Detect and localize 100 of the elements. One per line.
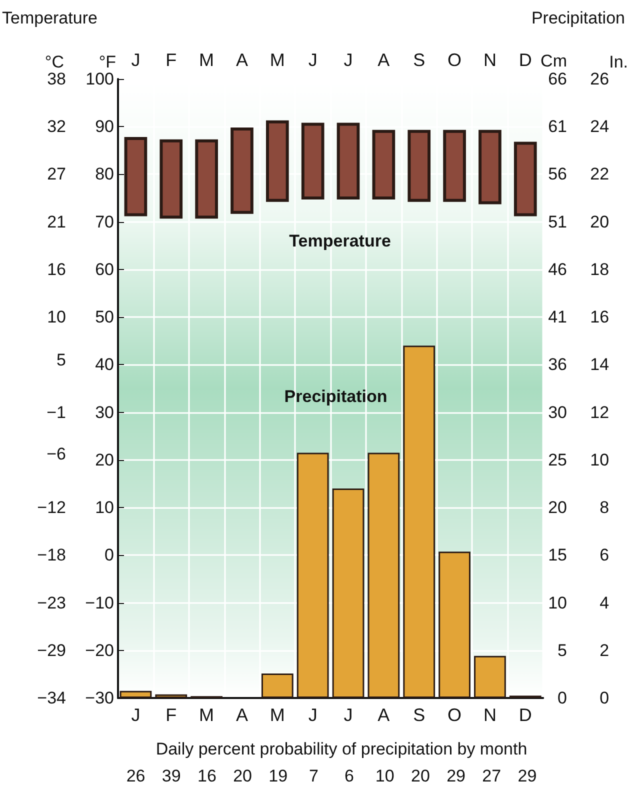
category-label: M [270,50,285,70]
text: 20 [233,766,252,786]
y-tick-label: 60 [95,260,114,279]
x-tick-label: D [518,705,532,725]
y2-tick-label: 8 [600,498,610,518]
y2-tick-label: 4 [600,593,610,612]
y3-tick-label: 10 [47,308,66,327]
y2-tick-label: 0 [600,688,610,708]
bar [336,122,360,200]
y-tick-label: −30 [85,688,114,708]
bar [438,552,470,698]
bar [195,139,218,219]
bar [408,130,431,202]
bar [296,452,329,698]
y2-tick-label: 24 [590,117,610,136]
y2-tick-label: 10 [590,450,610,470]
y3-tick-label: −23 [37,593,66,612]
y3-axis-title: °C [44,52,64,72]
y3-tick-label: 5 [56,350,66,370]
y-axis-title: °F [98,52,116,72]
y3-tick-label: 16 [47,260,66,279]
y-tick-label: 70 [95,212,114,232]
x-tick-label: J [344,705,353,725]
bar [478,130,502,204]
bar [301,122,324,200]
text: 20 [410,766,430,786]
bar [266,120,289,202]
bar [155,694,188,698]
x-tick-label: S [413,705,426,725]
y2-tick-label: 26 [590,70,610,88]
text: Cm [540,52,567,70]
text: 0 [558,688,567,708]
x-tick-label: O [448,705,462,725]
y-tick-label: 10 [95,498,114,518]
y2-tick-label: 22 [590,164,610,184]
category-label: J [131,50,140,70]
text: 66 [548,70,567,88]
bar [160,139,183,219]
bar [372,130,396,200]
x-tick-label: M [270,705,285,725]
bar [230,127,254,214]
category-label: A [236,50,248,70]
text: 39 [162,766,181,786]
category-label: O [448,50,462,70]
y2-tick-label: 18 [590,260,610,279]
text: 19 [268,766,288,786]
bar [474,656,506,698]
bar [332,488,364,698]
text: 16 [197,766,216,786]
y2-tick-label: 2 [600,640,610,660]
y-tick-label: −20 [85,640,114,660]
category-label: S [413,50,426,70]
text: 46 [548,260,567,279]
bar [514,142,537,216]
y-tick-label: 0 [104,546,114,565]
category-label: M [199,50,214,70]
y3-tick-label: −18 [37,546,66,565]
x-tick-label: F [166,705,177,725]
text: 41 [548,308,567,327]
text: Precipitation [531,8,625,28]
text: 20 [548,498,567,518]
category-label: J [308,50,318,70]
bar [443,130,466,202]
text: 5 [558,640,567,660]
text: 26 [126,766,146,786]
text: 29 [518,766,537,786]
category-label: J [344,50,353,70]
x-tick-label: J [131,705,140,725]
text: 27 [482,766,502,786]
text: 25 [548,450,567,470]
series-label: Temperature [289,232,391,251]
category-label: A [378,50,390,70]
category-label: N [483,50,496,70]
y-tick-label: 30 [95,402,114,422]
x-tick-label: J [308,705,318,725]
y3-tick-label: 21 [47,212,66,232]
x-tick-label: A [236,705,248,725]
x-axis-title: Daily percent probability of precipitation by month [156,740,528,758]
y-tick-label: 80 [95,164,114,184]
y3-tick-label: −1 [46,402,66,422]
text: 56 [548,164,567,184]
text: 30 [548,402,567,422]
x-tick-label: M [199,705,214,725]
y-tick-label: 50 [95,308,114,327]
text: 51 [548,212,567,232]
bar [124,137,148,216]
y-tick-label: 90 [95,117,114,136]
y2-tick-label: 14 [590,355,610,374]
category-label: F [166,50,177,70]
text: 29 [446,766,466,786]
y2-axis-title: In. [609,52,628,72]
y3-tick-label: −34 [37,688,66,708]
text: 10 [548,593,567,612]
y-tick-label: −10 [85,593,114,612]
y-tick-label: 100 [86,70,114,88]
text: 7 [308,766,318,786]
bar [403,346,436,698]
bar [261,673,294,698]
bar [120,690,152,698]
x-tick-label: A [378,705,390,725]
